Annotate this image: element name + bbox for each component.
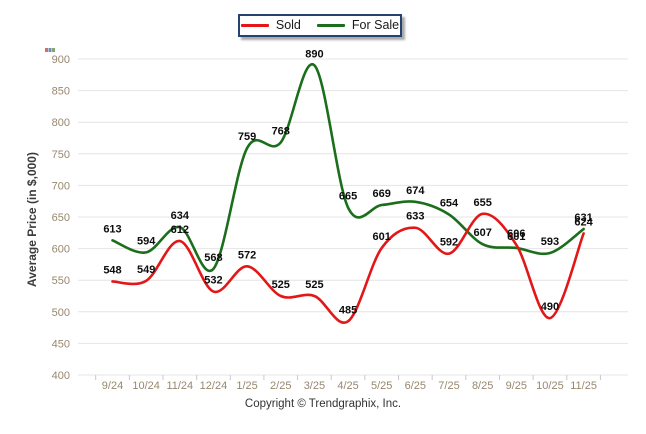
data-label-for-sale: 634 — [171, 210, 190, 222]
data-label-for-sale: 601 — [507, 231, 525, 243]
x-tick-label: 1/25 — [236, 380, 257, 392]
data-label-sold: 624 — [574, 216, 593, 228]
x-tick-label: 9/25 — [506, 380, 527, 392]
data-label-for-sale: 759 — [238, 131, 256, 143]
data-label-for-sale: 890 — [305, 48, 323, 60]
data-label-for-sale: 631 — [574, 212, 592, 224]
data-label-for-sale: 594 — [137, 235, 156, 247]
y-tick-label: 850 — [52, 86, 70, 98]
y-tick-label: 700 — [52, 180, 70, 192]
x-tick-label: 6/25 — [405, 380, 426, 392]
legend-label-sold: Sold — [275, 18, 301, 33]
legend-item-for-sale: For Sale — [316, 18, 400, 33]
data-label-sold: 549 — [137, 264, 155, 276]
series-line-for-sale — [111, 63, 585, 273]
data-label-for-sale: 607 — [473, 227, 491, 239]
data-label-sold: 612 — [171, 224, 189, 236]
data-label-for-sale: 665 — [339, 191, 357, 203]
data-label-sold: 655 — [473, 197, 491, 209]
y-tick-label: 450 — [52, 338, 70, 350]
data-label-sold: 606 — [507, 228, 525, 240]
data-label-sold: 601 — [373, 231, 391, 243]
legend-item-sold: Sold — [240, 18, 301, 33]
broken-image-icon — [45, 48, 55, 52]
x-tick-label: 5/25 — [371, 380, 392, 392]
x-tick-label: 7/25 — [438, 380, 459, 392]
y-tick-label: 900 — [52, 54, 70, 66]
data-label-for-sale: 674 — [406, 185, 425, 197]
data-label-for-sale: 593 — [541, 236, 559, 248]
data-label-sold: 592 — [440, 237, 458, 249]
data-label-for-sale: 654 — [440, 197, 459, 209]
y-tick-label: 750 — [52, 149, 70, 161]
data-label-for-sale: 768 — [272, 125, 290, 137]
x-tick-label: 9/24 — [102, 380, 123, 392]
x-tick-label: 4/25 — [337, 380, 358, 392]
data-label-for-sale: 613 — [103, 223, 121, 235]
data-label-sold: 485 — [339, 304, 357, 316]
y-tick-label: 400 — [52, 370, 70, 382]
x-tick-label: 3/25 — [304, 380, 325, 392]
x-tick-label: 10/25 — [536, 380, 564, 392]
y-tick-label: 500 — [52, 307, 70, 319]
y-tick-label: 550 — [52, 275, 70, 287]
data-label-sold: 532 — [204, 275, 222, 287]
data-label-for-sale: 568 — [204, 252, 222, 264]
data-label-sold: 525 — [305, 279, 323, 291]
x-tick-label: 10/24 — [132, 380, 160, 392]
copyright-text: Copyright © Trendgraphix, Inc. — [244, 398, 402, 410]
data-label-sold: 490 — [541, 301, 559, 313]
sold-line-swatch-icon — [240, 24, 269, 27]
for-sale-line-swatch-icon — [316, 24, 345, 27]
x-tick-label: 11/24 — [166, 380, 193, 392]
data-label-sold: 548 — [103, 264, 121, 276]
y-tick-label: 650 — [52, 212, 70, 224]
data-label-for-sale: 669 — [373, 188, 391, 200]
series-line-sold — [111, 212, 585, 324]
data-label-sold: 633 — [406, 211, 424, 223]
y-tick-label: 800 — [52, 117, 70, 129]
x-tick-label: 11/25 — [570, 380, 597, 392]
y-tick-label: 600 — [52, 244, 70, 256]
legend: Sold For Sale — [238, 14, 402, 37]
data-label-sold: 525 — [272, 279, 290, 291]
x-tick-label: 8/25 — [472, 380, 493, 392]
x-tick-label: 12/24 — [200, 380, 228, 392]
data-label-sold: 572 — [238, 249, 256, 261]
legend-label-for-sale: For Sale — [351, 18, 400, 33]
x-tick-label: 2/25 — [270, 380, 291, 392]
